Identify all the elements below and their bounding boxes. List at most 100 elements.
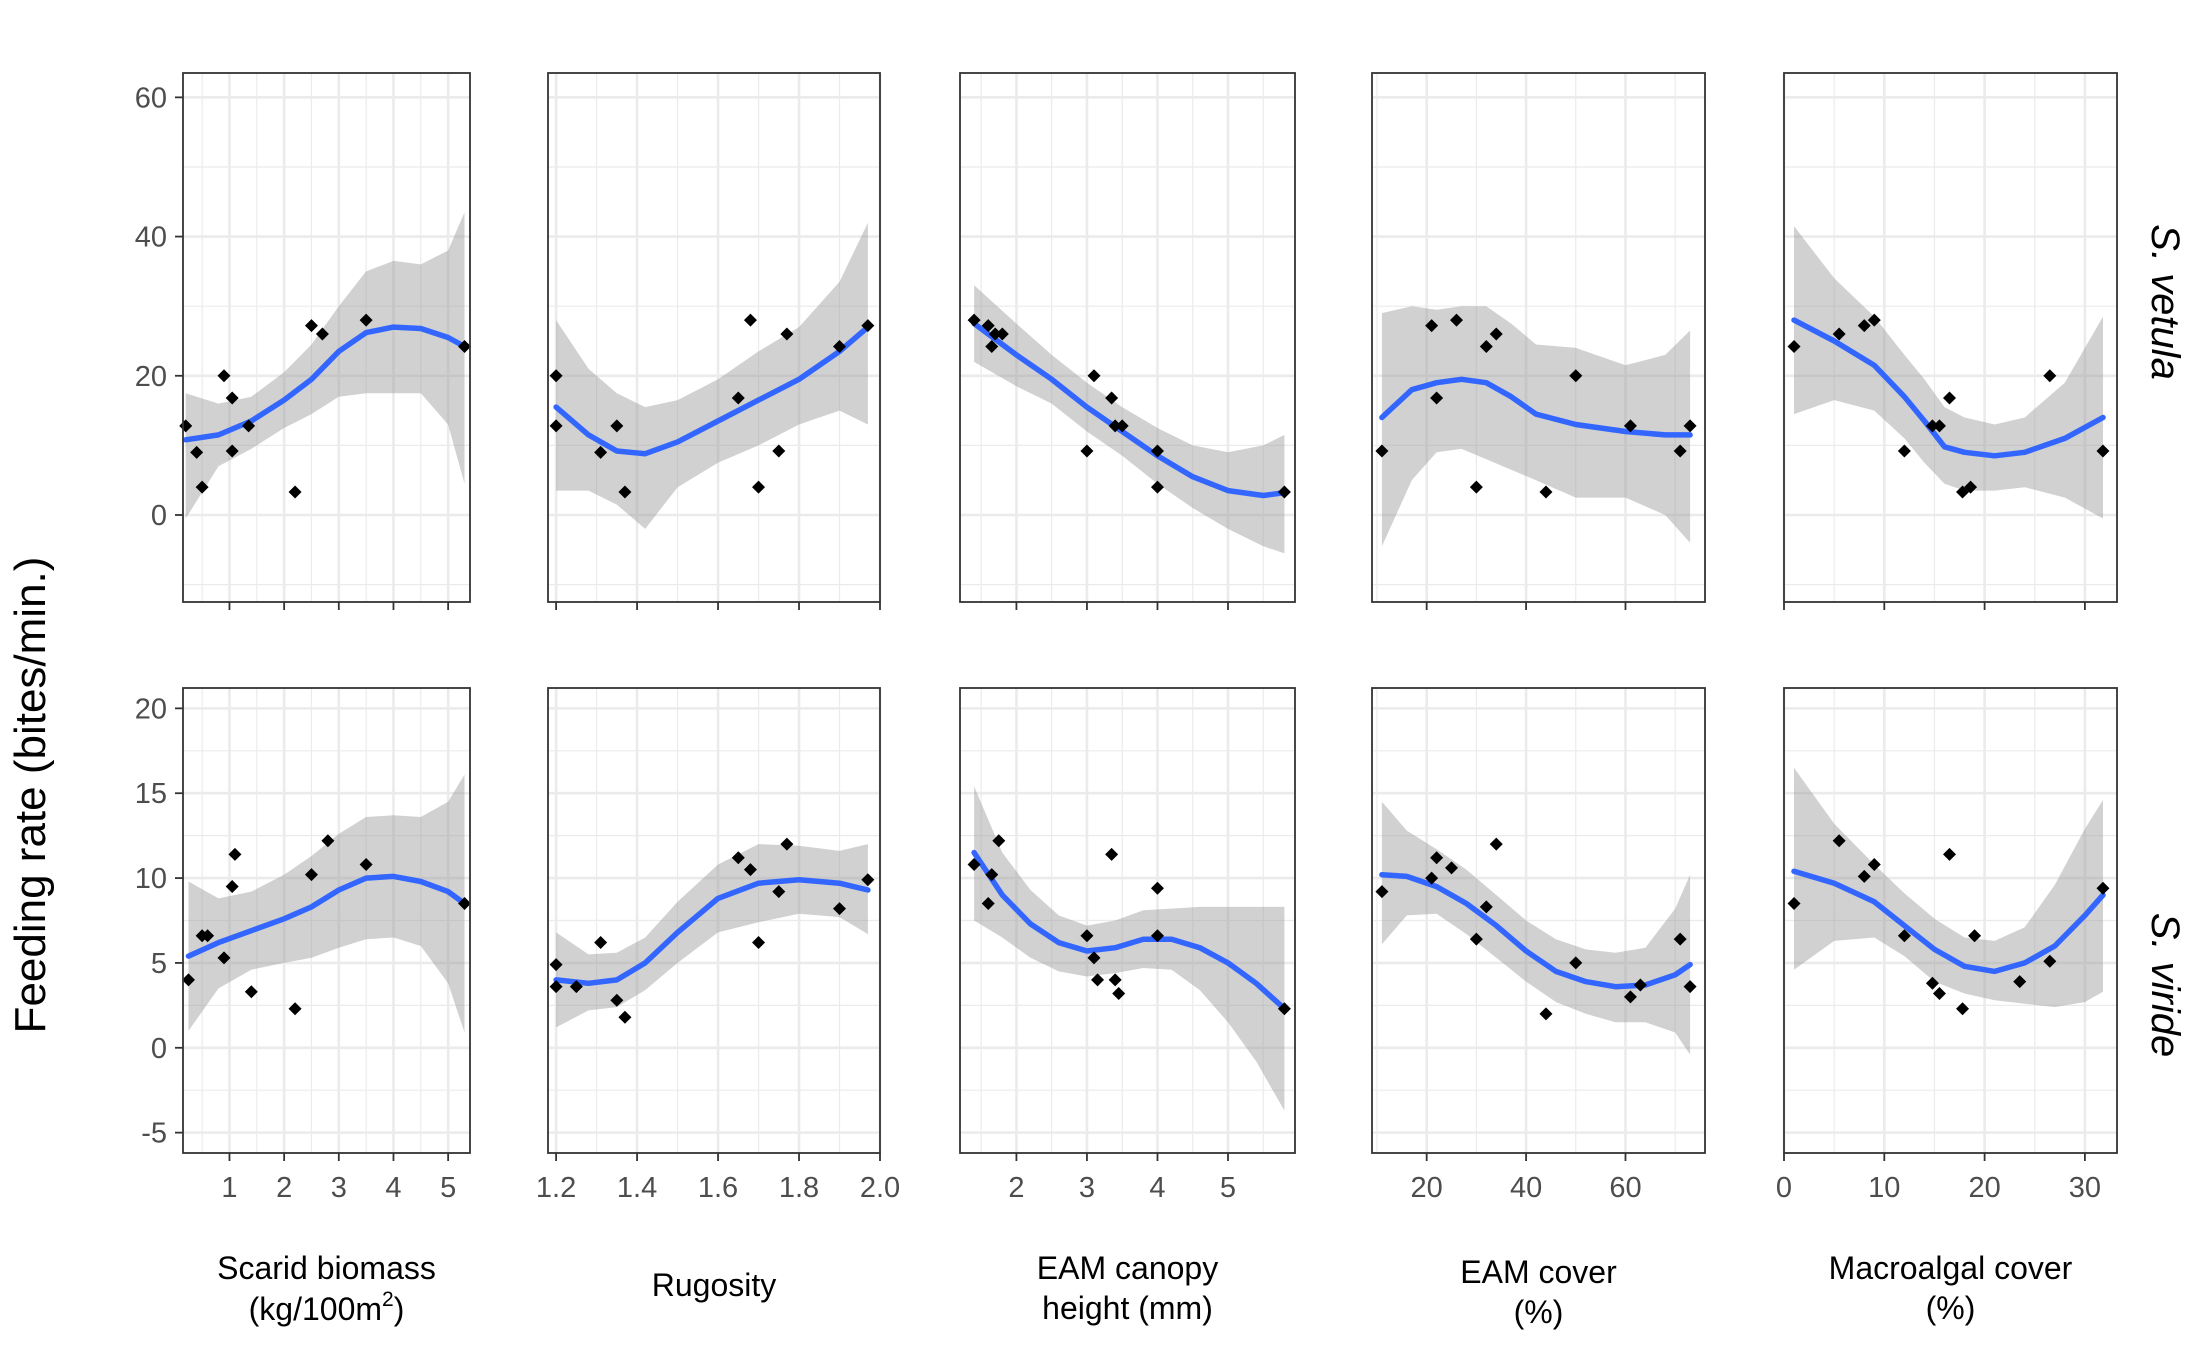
- x-tick-label: 3: [1079, 1172, 1095, 1204]
- loess-line: [183, 324, 468, 443]
- data-point: [1430, 391, 1444, 405]
- data-point: [549, 958, 563, 972]
- loess-line: [553, 324, 871, 457]
- y-tick-label: 5: [151, 948, 167, 980]
- x-tick-label: 1.6: [698, 1172, 738, 1204]
- data-point: [1489, 837, 1503, 851]
- confidence-band: [974, 285, 1285, 554]
- y-tick-label: 40: [135, 222, 167, 254]
- data-point: [1633, 978, 1647, 992]
- facet-panel: 0 20 40 60: [135, 72, 472, 610]
- x-axis-title-superscript: 2: [382, 1288, 394, 1311]
- y-tick-label: 0: [151, 500, 167, 532]
- row-strip-label-vetula: S. vetula: [2143, 224, 2187, 380]
- data-point: [1964, 480, 1978, 494]
- data-point: [772, 444, 786, 458]
- data-point: [1375, 885, 1389, 899]
- panel-border: [1783, 687, 2118, 1154]
- data-point: [2013, 975, 2027, 989]
- panel-border: [182, 687, 471, 1154]
- data-point: [1867, 313, 1881, 327]
- confidence-band: [974, 786, 1285, 1111]
- data-point: [1425, 871, 1439, 885]
- panel-border: [547, 687, 881, 1154]
- data-point: [195, 480, 209, 494]
- data-point: [1479, 340, 1493, 354]
- data-point: [304, 319, 318, 333]
- data-point: [1942, 847, 1956, 861]
- loess-line: [1379, 376, 1693, 438]
- x-tick-label: 5: [1220, 1172, 1236, 1204]
- data-point: [1115, 419, 1129, 433]
- data-point: [2043, 954, 2057, 968]
- data-point: [967, 313, 981, 327]
- data-point: [1108, 973, 1122, 987]
- data-point: [618, 1010, 632, 1024]
- data-point: [833, 902, 847, 916]
- data-point: [1942, 391, 1956, 405]
- x-tick-label: 2: [1008, 1172, 1024, 1204]
- panel-border: [182, 72, 471, 603]
- y-tick-label: 15: [135, 778, 167, 810]
- data-point: [1673, 444, 1687, 458]
- data-point: [190, 445, 204, 459]
- loess-line: [971, 320, 1288, 499]
- data-point: [1539, 485, 1553, 499]
- data-point: [225, 880, 239, 894]
- x-axis-title-line2: (kg/100m2): [249, 1288, 405, 1327]
- y-tick-label: -5: [141, 1118, 167, 1150]
- x-axis-title-line2: (%): [1514, 1294, 1564, 1330]
- x-tick-label: 1.8: [779, 1172, 819, 1204]
- x-tick-label: 30: [2069, 1172, 2101, 1204]
- data-point: [1867, 857, 1881, 871]
- data-point: [1623, 990, 1637, 1004]
- data-point: [359, 857, 373, 871]
- data-point: [242, 419, 256, 433]
- data-point: [225, 444, 239, 458]
- y-tick-label: 20: [135, 693, 167, 725]
- data-point: [1469, 480, 1483, 494]
- data-point: [1087, 951, 1101, 965]
- data-point: [549, 980, 563, 994]
- confidence-band: [1381, 306, 1691, 547]
- loess-line: [1791, 868, 2106, 975]
- x-axis-title-line1: EAM cover: [1460, 1254, 1617, 1290]
- data-point: [594, 445, 608, 459]
- data-point: [359, 313, 373, 327]
- data-point: [861, 873, 875, 887]
- facet-panel: 0 10 20 30 Macroalgal cover (%): [1776, 687, 2118, 1326]
- confidence-band: [556, 844, 868, 1028]
- data-point: [1277, 485, 1291, 499]
- confidence-band: [1381, 801, 1691, 1055]
- x-axis-title-line2: height (mm): [1042, 1290, 1213, 1326]
- data-point: [752, 936, 766, 950]
- x-tick-label: 20: [1968, 1172, 2000, 1204]
- data-point: [1425, 319, 1439, 333]
- x-tick-label: 5: [440, 1172, 456, 1204]
- data-point: [992, 834, 1006, 848]
- x-axis-title-line1: Macroalgal cover: [1829, 1250, 2073, 1286]
- x-axis-title-line1: EAM canopy: [1037, 1250, 1218, 1286]
- facet-panel: [1782, 72, 2118, 610]
- y-tick-label: 20: [135, 361, 167, 393]
- data-point: [731, 391, 745, 405]
- facet-panel: 2 3 4 5 EAM canopy height (mm): [959, 687, 1296, 1326]
- data-point: [1087, 369, 1101, 383]
- data-point: [981, 319, 995, 333]
- y-tick-label: 10: [135, 863, 167, 895]
- data-point: [2043, 369, 2057, 383]
- panel-border: [1783, 72, 2118, 603]
- data-point: [549, 419, 563, 433]
- data-point: [772, 885, 786, 899]
- x-tick-label: 1.4: [617, 1172, 657, 1204]
- facet-panel: [959, 72, 1296, 610]
- data-point: [244, 985, 258, 999]
- data-point: [1832, 327, 1846, 341]
- data-point: [2096, 881, 2110, 895]
- data-point: [1150, 881, 1164, 895]
- loess-line: [1379, 871, 1693, 990]
- data-point: [1105, 391, 1119, 405]
- data-point: [1925, 419, 1939, 433]
- x-tick-label: 1.2: [536, 1172, 576, 1204]
